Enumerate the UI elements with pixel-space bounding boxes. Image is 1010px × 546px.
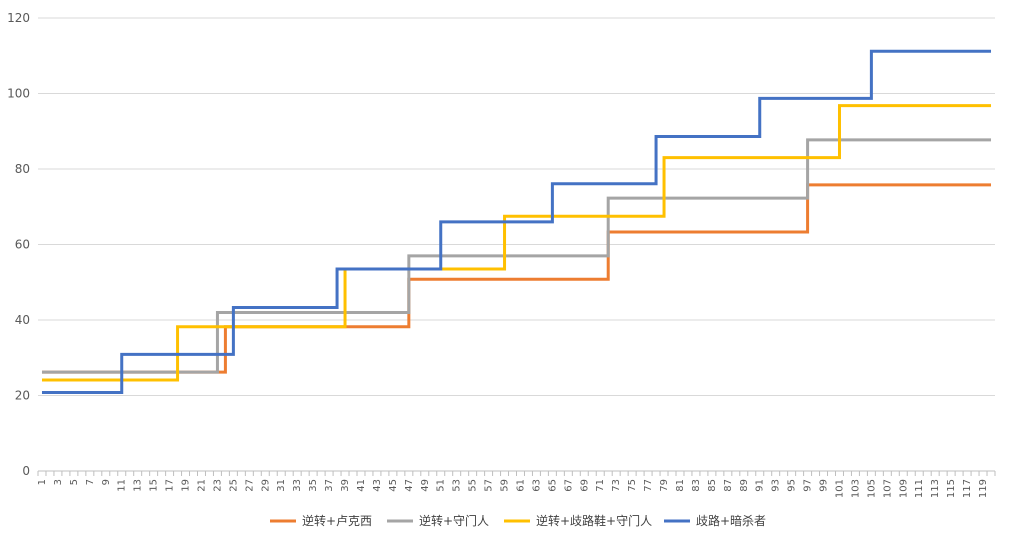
x-tick-label: 29 (260, 479, 271, 492)
x-tick-label: 21 (196, 479, 207, 492)
x-tick-label: 27 (244, 479, 255, 492)
x-tick-label: 13 (133, 479, 144, 492)
x-tick-label: 15 (149, 479, 160, 492)
legend-label: 歧路+暗杀者 (696, 513, 766, 528)
x-tick-label: 23 (212, 479, 223, 492)
x-tick-label: 33 (292, 479, 303, 492)
x-tick-label: 79 (659, 479, 670, 492)
x-tick-label: 73 (611, 479, 622, 492)
series-line-3 (41, 104, 992, 382)
legend: 逆转+卢克西 逆转+守门人 逆转+歧路鞋+守门人 歧路+暗杀者 (270, 513, 766, 528)
x-tick-label: 81 (675, 479, 686, 492)
x-tick-label: 117 (962, 479, 973, 498)
x-tick-label: 99 (819, 479, 830, 492)
y-tick-label: 100 (7, 87, 30, 101)
y-axis: 0 20 40 60 80 100 120 (7, 11, 30, 478)
series-line-2 (41, 138, 992, 374)
x-tick-label: 111 (914, 479, 925, 498)
x-tick-label: 75 (627, 479, 638, 492)
y-tick-label: 60 (15, 238, 30, 252)
y-tick-label: 80 (15, 162, 30, 176)
x-tick-label: 37 (324, 479, 335, 492)
x-tick-label: 41 (356, 479, 367, 492)
x-tick-label: 63 (531, 479, 542, 492)
x-tick-label: 35 (308, 479, 319, 492)
x-tick-label: 1 (37, 479, 48, 485)
x-tick-label: 119 (978, 479, 989, 498)
x-tick-label: 67 (563, 479, 574, 492)
x-tick-label: 19 (181, 479, 192, 492)
x-tick-label: 47 (404, 479, 415, 492)
x-tick-label: 61 (515, 479, 526, 492)
x-tick-label: 5 (69, 479, 80, 485)
series-lines (41, 49, 992, 394)
x-tick-label: 113 (930, 479, 941, 498)
x-tick-label: 17 (165, 479, 176, 492)
x-tick-label: 95 (787, 479, 798, 492)
x-tick-label: 51 (436, 479, 447, 492)
x-tick-label: 43 (372, 479, 383, 492)
x-tick-label: 115 (946, 479, 957, 498)
x-tick-label: 71 (595, 479, 606, 492)
x-tick-label: 101 (834, 479, 845, 498)
x-tick-label: 69 (579, 479, 590, 492)
series-line-1 (41, 183, 992, 374)
x-tick-label: 97 (803, 479, 814, 492)
x-tick-label: 59 (500, 479, 511, 492)
x-tick-label: 39 (340, 479, 351, 492)
x-tick-label: 91 (755, 479, 766, 492)
y-tick-label: 0 (22, 464, 30, 478)
x-tick-label: 45 (388, 479, 399, 492)
x-tick-label: 3 (53, 479, 64, 485)
x-tick-label: 11 (117, 479, 128, 492)
x-tick-label: 31 (276, 479, 287, 492)
x-tick-label: 107 (882, 479, 893, 498)
x-tick-label: 57 (484, 479, 495, 492)
legend-label: 逆转+歧路鞋+守门人 (536, 513, 652, 528)
x-tick-label: 105 (866, 479, 877, 498)
x-tick-label: 103 (850, 479, 861, 498)
x-tick-label: 93 (771, 479, 782, 492)
x-tick-label: 55 (468, 479, 479, 492)
series-line-4 (41, 49, 992, 394)
legend-label: 逆转+卢克西 (302, 513, 372, 528)
x-tick-label: 49 (420, 479, 431, 492)
x-axis: 1 3 5 7 9 11 13 15 17 19 21 23 25 27 29 31 33 35 37 39 41 43 4… (37, 471, 996, 498)
x-tick-label: 83 (691, 479, 702, 492)
x-tick-label: 87 (723, 479, 734, 492)
x-tick-label: 77 (643, 479, 654, 492)
x-tick-label: 25 (228, 479, 239, 492)
x-tick-label: 89 (739, 479, 750, 492)
x-tick-label: 85 (707, 479, 718, 492)
x-tick-label: 53 (452, 479, 463, 492)
x-tick-label: 7 (85, 479, 96, 485)
y-tick-label: 20 (15, 389, 30, 403)
x-tick-label: 109 (898, 479, 909, 498)
y-tick-label: 120 (7, 11, 30, 25)
legend-label: 逆转+守门人 (419, 513, 489, 528)
gridlines (38, 17, 995, 472)
x-tick-label: 65 (547, 479, 558, 492)
x-tick-label: 9 (101, 479, 112, 485)
y-tick-label: 40 (15, 313, 30, 327)
